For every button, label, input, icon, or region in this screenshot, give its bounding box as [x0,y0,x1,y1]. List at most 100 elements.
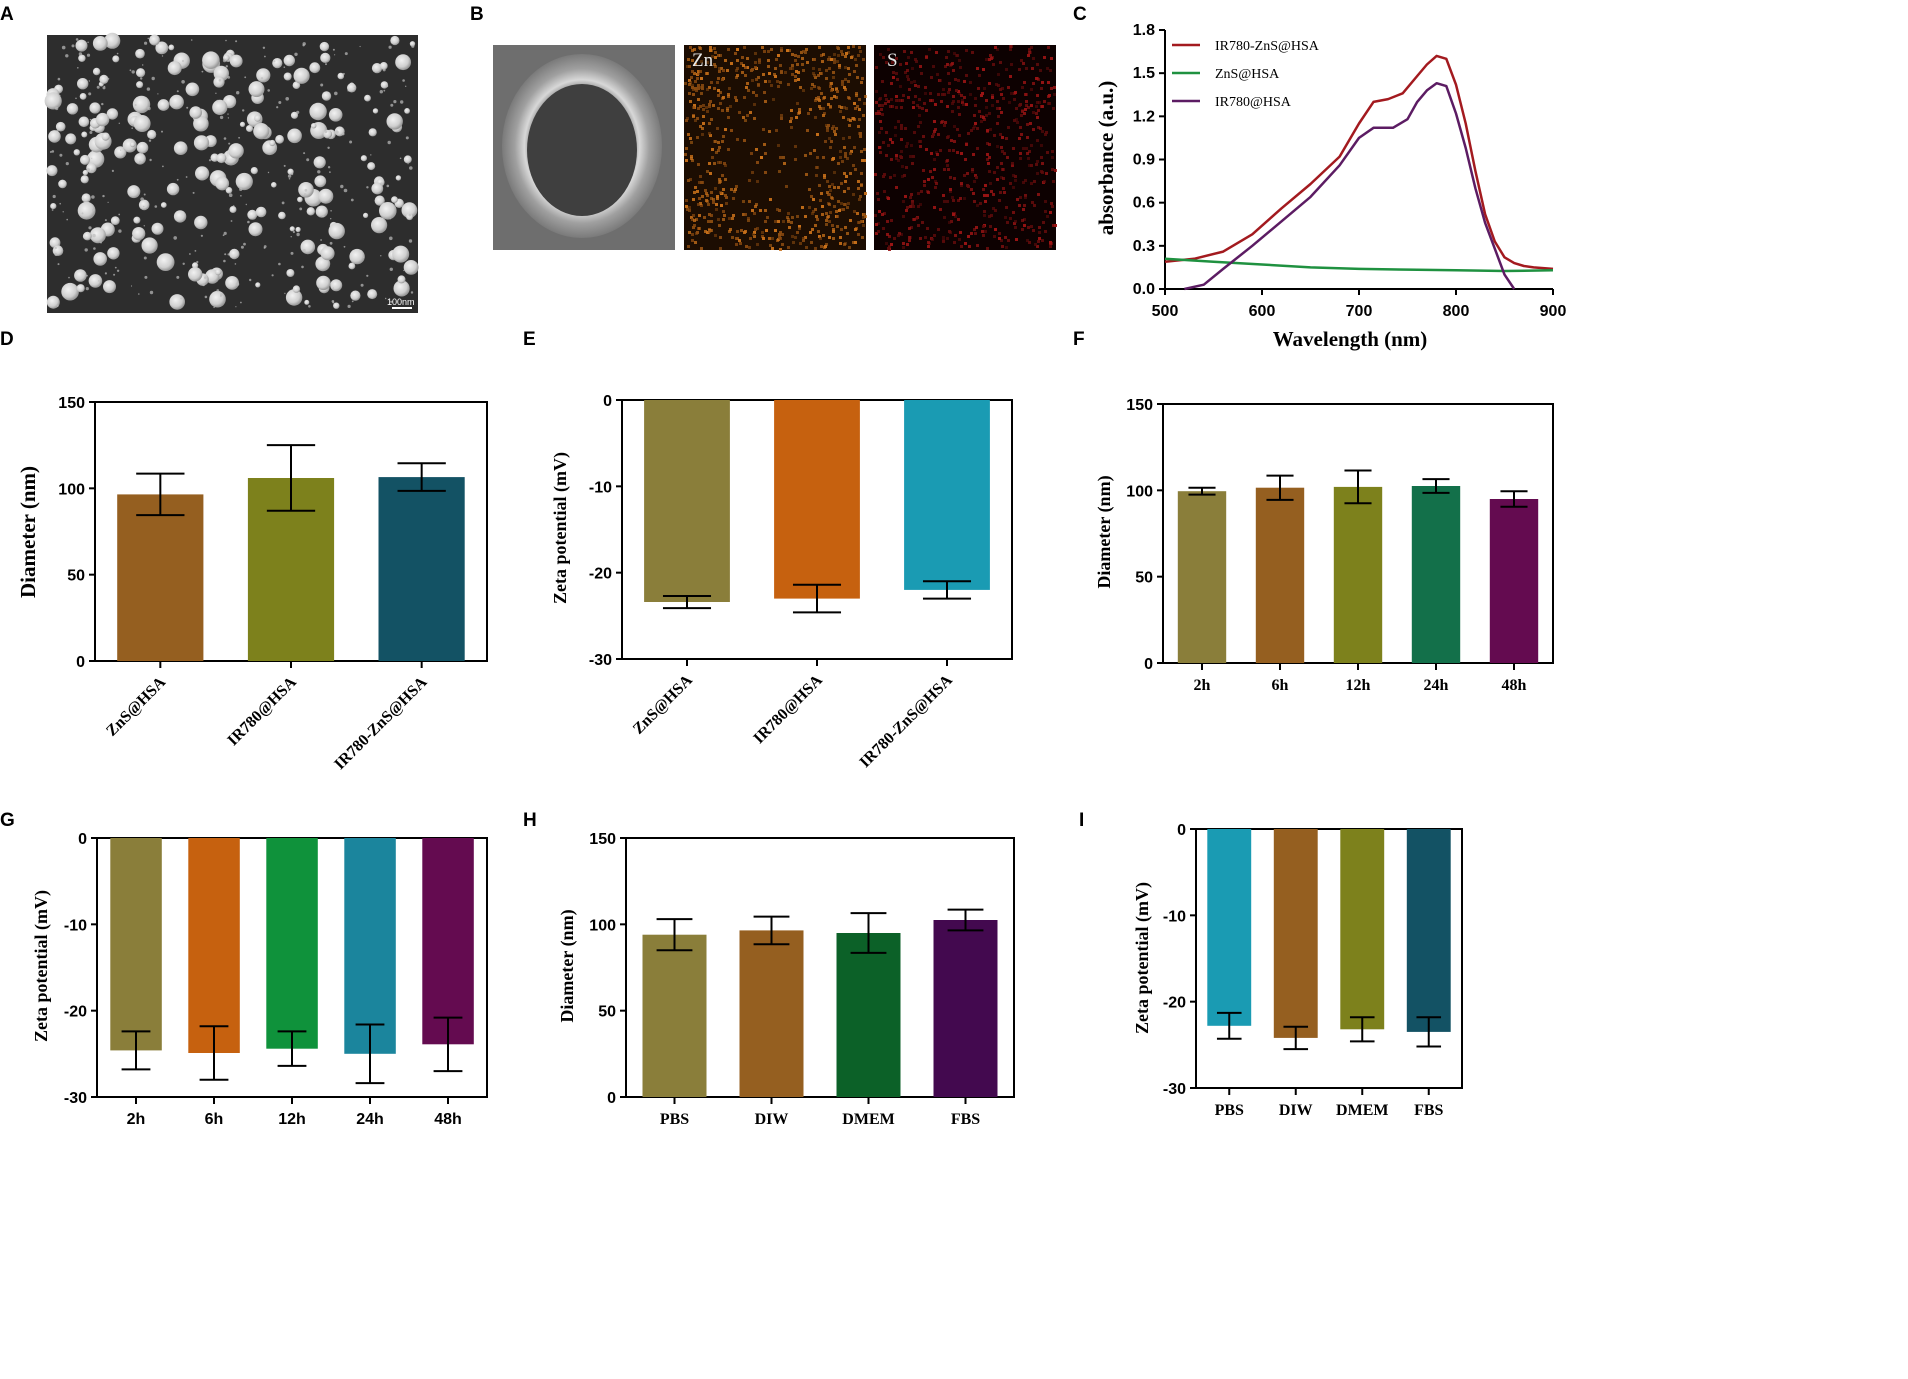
diameter-chart-f: Diameter (nm) 0 50 100 150 2h 6h 12h 24h 48h [1094,397,1554,694]
pe-ytick-label: 0 [603,393,612,410]
pd-category-label: IR780@HSA [224,673,300,749]
tem-scale-bar-label: 100nm [387,297,415,307]
panel-label-h: H [523,810,537,831]
pg-ytick-label: -10 [64,917,87,934]
pf-ytick-label: 100 [1126,483,1153,500]
pg-bar-0 [110,838,162,1051]
s-map: S [874,45,1057,251]
zn-map: Zn [684,45,867,251]
pg-bar-1 [188,838,240,1053]
pe-bar-1 [774,400,860,599]
pf-ytick-label: 0 [1144,656,1153,673]
c-series-line-0 [1164,54,1554,271]
c-ytick-label: 0.6 [1133,195,1155,212]
pd-ytick-label: 50 [67,568,85,585]
panel-label-a: A [0,4,14,25]
c-ytick-label: 0.9 [1133,152,1155,169]
c-xtick-label: 800 [1443,303,1470,320]
pg-ytick-label: 0 [78,831,87,848]
pe-ytick-label: -10 [589,479,612,496]
pg-category-label: 24h [356,1111,384,1128]
eds-mapping: Zn S [493,45,1057,251]
diameter-chart-h: Diameter (nm) 0 50 100 150 PBS DIW DMEM FBS [557,831,1015,1128]
ph-bar-3 [933,920,998,1097]
zeta-chart-i: Zeta potential (mV) 0 -10 -20 -30 PBS DIW DMEM… [1132,822,1463,1119]
ph-ytick-label: 100 [589,917,616,934]
pe-category-label: ZnS@HSA [630,671,696,737]
pf-ytick-label: 50 [1135,570,1153,587]
panel-label-i: I [1079,810,1084,831]
pd-ytick-label: 0 [76,654,85,671]
ph-category-label: FBS [951,1111,980,1128]
panel-label-f: F [1073,329,1085,350]
ph-category-label: DMEM [842,1111,894,1128]
pe-ytick-label: -30 [589,652,612,669]
pg-bar-3 [344,838,396,1054]
pd-ytick-label: 100 [58,481,85,498]
c-ylabel: absorbance (a.u.) [1094,81,1118,236]
pg-bar-4 [422,838,474,1045]
zeta-chart-e: Zeta potential (mV) 0 -10 -20 -30 ZnS@HSA IR7… [550,393,1013,771]
g-ylabel: Zeta potential (mV) [31,890,52,1042]
h-ylabel: Diameter (nm) [557,909,578,1022]
pf-ytick-label: 150 [1126,397,1153,414]
tem-micrograph: 100nm [44,32,419,313]
ph-category-label: PBS [660,1111,689,1128]
ph-bar-0 [642,934,707,1097]
panel-label-e: E [523,329,536,350]
d-ylabel: Diameter (nm) [16,466,40,598]
ph-ytick-label: 50 [598,1004,616,1021]
tem-particles [44,32,419,310]
ph-bar-2 [836,933,901,1097]
zn-map-label: Zn [692,50,714,71]
pi-plot-frame [1195,828,1463,1089]
pi-ytick-label: -20 [1163,995,1186,1012]
c-xtick-label: 900 [1540,303,1567,320]
ph-ytick-label: 0 [607,1090,616,1107]
c-ytick-label: 1.5 [1133,65,1155,82]
pi-category-label: FBS [1414,1102,1443,1119]
f-ylabel: Diameter (nm) [1094,475,1115,588]
pi-ytick-label: -30 [1163,1081,1186,1098]
c-legend-label-1: ZnS@HSA [1215,67,1280,82]
c-ytick-label: 1.8 [1133,22,1155,39]
pd-category-label: ZnS@HSA [103,673,169,739]
c-ytick-label: 0.3 [1133,238,1155,255]
pi-ytick-label: -10 [1163,908,1186,925]
panel-label-g: G [0,810,15,831]
pi-bar-2 [1340,829,1385,1030]
pi-ytick-label: 0 [1177,822,1186,839]
pg-category-label: 6h [205,1111,224,1128]
ph-plot-frame [625,837,1015,1098]
pf-category-label: 2h [1194,677,1211,694]
c-xlabel: Wavelength (nm) [1273,327,1428,351]
pi-category-label: DMEM [1336,1102,1388,1119]
pi-bar-3 [1406,829,1451,1032]
e-ylabel: Zeta potential (mV) [550,452,571,604]
pf-category-label: 24h [1424,677,1449,694]
ph-ytick-label: 150 [589,831,616,848]
pg-category-label: 12h [278,1111,306,1128]
pi-category-label: DIW [1279,1102,1313,1119]
c-xtick-label: 500 [1152,303,1179,320]
pf-bar-1 [1255,487,1305,663]
pd-category-label: IR780-ZnS@HSA [331,673,431,773]
i-ylabel: Zeta potential (mV) [1132,882,1153,1034]
panel-label-d: D [0,329,14,350]
pd-bar-2 [378,477,465,661]
pg-category-label: 2h [127,1111,146,1128]
pf-bar-2 [1333,486,1383,663]
pg-category-label: 48h [434,1111,462,1128]
pd-ytick-label: 150 [58,395,85,412]
c-xtick-label: 600 [1249,303,1276,320]
ph-category-label: DIW [755,1111,789,1128]
c-ytick-label: 1.2 [1133,108,1155,125]
haadf-image [493,45,675,250]
zeta-chart-g: Zeta potential (mV) 0 -10 -20 -30 2h 6h 12h 24h… [31,831,488,1128]
c-legend-label-2: IR780@HSA [1215,95,1292,110]
pe-ytick-label: -20 [589,566,612,583]
pf-bar-3 [1411,486,1461,663]
pi-bar-0 [1207,829,1252,1026]
pi-category-label: PBS [1215,1102,1244,1119]
pf-category-label: 6h [1272,677,1289,694]
